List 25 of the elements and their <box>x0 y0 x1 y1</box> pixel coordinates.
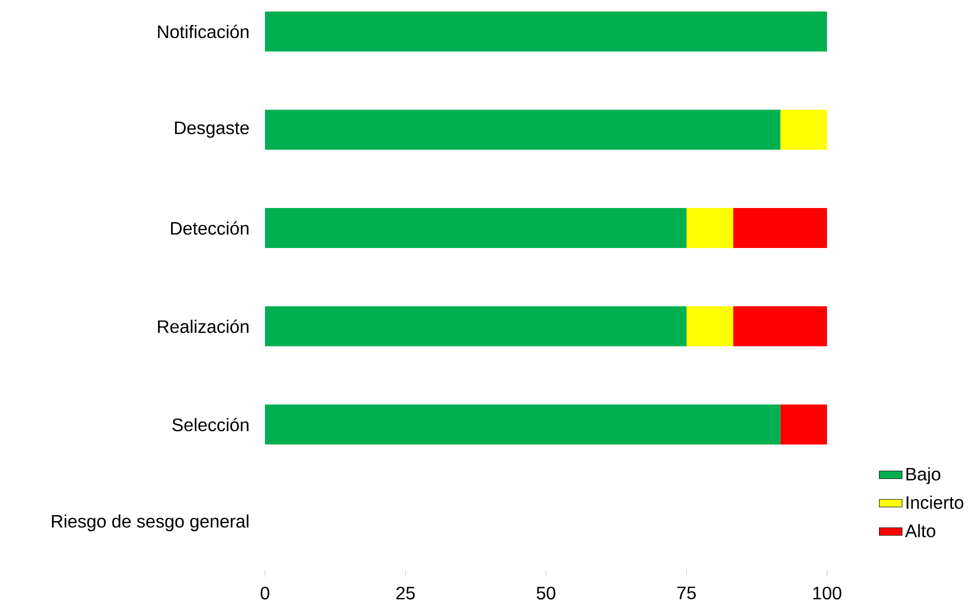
bar <box>733 306 828 346</box>
y-tick-label: Notificación <box>158 24 248 38</box>
bar <box>265 110 780 150</box>
legend-label: Bajo <box>906 467 940 484</box>
bar <box>733 208 828 248</box>
bar <box>265 404 780 445</box>
bar <box>780 110 828 150</box>
x-tick-label: 75 <box>677 586 696 600</box>
y-tick-label: Desgaste <box>175 122 249 138</box>
y-tick-label: Detección <box>171 221 248 235</box>
y-tick-label: Riesgo de sesgo general <box>52 514 248 532</box>
bar <box>265 208 687 248</box>
y-tick-label: Realización <box>158 320 248 333</box>
y-tick-label: Selección <box>172 418 248 432</box>
x-tick-label: 25 <box>396 586 415 600</box>
bar <box>265 306 687 346</box>
legend-label: Incierto <box>906 496 964 509</box>
legend-label: Alto <box>905 524 936 538</box>
x-tick-label: 100 <box>813 586 842 600</box>
bar <box>780 404 828 445</box>
x-tick-label: 50 <box>536 586 556 600</box>
x-tick-label: 0 <box>260 586 270 600</box>
bar <box>686 208 734 248</box>
bar <box>265 11 828 52</box>
bar <box>686 306 734 346</box>
